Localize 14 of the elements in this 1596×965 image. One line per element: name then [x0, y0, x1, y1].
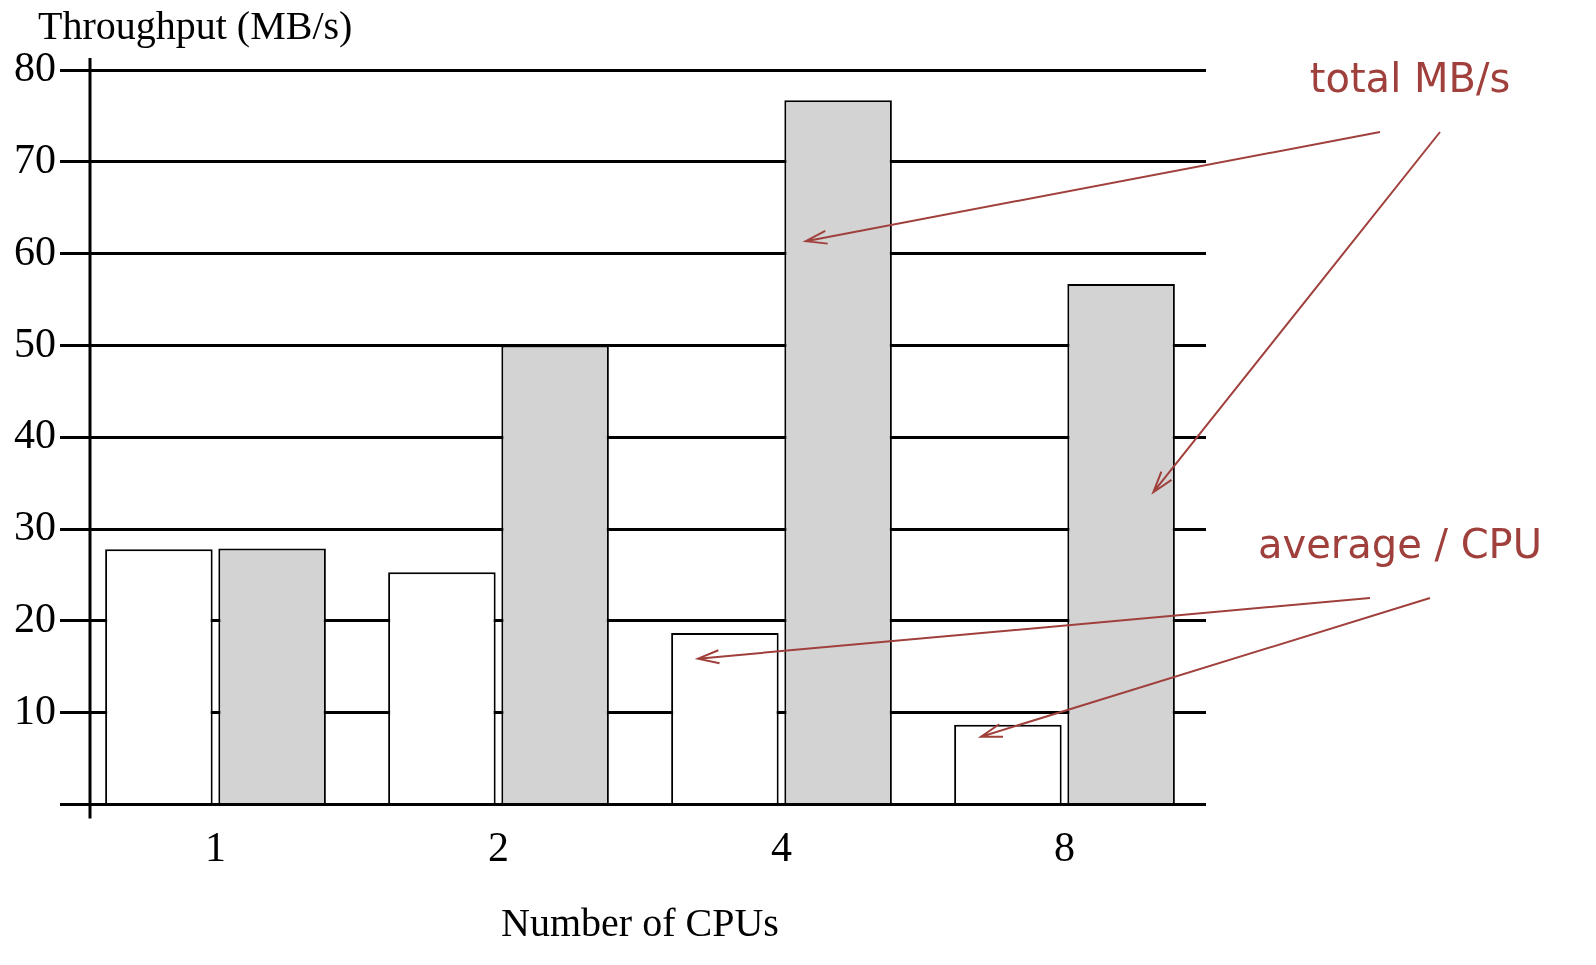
- x-axis-title: Number of CPUs: [501, 899, 779, 945]
- y-tick-label: 70: [14, 135, 56, 182]
- y-tick-label: 60: [14, 227, 56, 274]
- y-tick-label: 50: [14, 319, 56, 366]
- x-tick-label: 4: [771, 823, 792, 870]
- y-tick-label: 40: [14, 411, 56, 458]
- y-tick-label: 20: [14, 594, 56, 641]
- text: total MB/s: [1309, 55, 1511, 102]
- x-tick-label: 2: [488, 823, 509, 870]
- x-tick-label: 1: [205, 823, 226, 870]
- text: average / CPU: [1258, 521, 1542, 568]
- y-tick-label: 30: [14, 503, 56, 550]
- y-tick-label: 10: [14, 686, 56, 733]
- x-tick-label: 8: [1054, 823, 1075, 870]
